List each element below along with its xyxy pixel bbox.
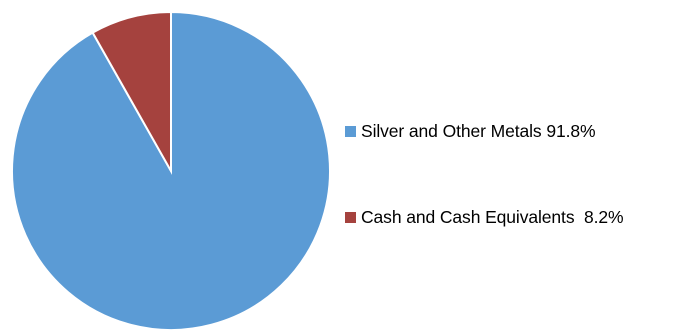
legend-label-cash: Cash and Cash Equivalents 8.2%: [361, 206, 624, 227]
legend-swatch-cash: [345, 211, 356, 223]
legend-swatch-silver: [345, 125, 356, 137]
pie-slices: [11, 10, 331, 330]
chart-legend: Silver and Other Metals 91.8% Cash and C…: [345, 119, 670, 291]
legend-label-silver: Silver and Other Metals 91.8%: [361, 120, 596, 141]
pie-slice-cash-and-cash-equivalents: [91, 10, 172, 175]
legend-item-cash: Cash and Cash Equivalents 8.2%: [345, 205, 670, 229]
legend-item-silver: Silver and Other Metals 91.8%: [345, 119, 670, 143]
